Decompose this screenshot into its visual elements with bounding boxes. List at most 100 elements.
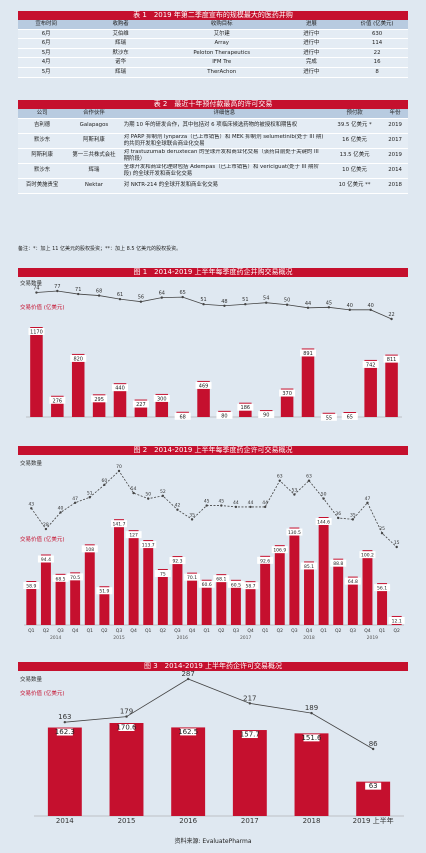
- count-value-label: 217: [243, 694, 256, 702]
- table-row: 6月 辉瑞 Array 进行中 114: [18, 38, 408, 49]
- bar-label-box: [140, 541, 157, 549]
- count-value-label: 28: [43, 522, 49, 528]
- value-bar: [333, 558, 344, 625]
- table2-header-cell: 详细信息: [121, 109, 327, 119]
- x-tick-label: Q3: [116, 628, 123, 634]
- table-cell: 16 亿美元: [326, 133, 383, 149]
- x-tick-label: Q3: [291, 628, 298, 634]
- count-value-label: 40: [367, 303, 373, 309]
- table-row: 6月 艾伯维 艾尔建 进行中 630: [18, 29, 408, 40]
- count-point: [307, 479, 311, 482]
- count-value-label: 45: [204, 499, 210, 505]
- bar-value-label: 51.9: [99, 589, 109, 595]
- x-tick-label: Q4: [247, 628, 254, 634]
- table2-header-cell: 年份: [382, 109, 408, 119]
- bar-value-label: 144.6: [317, 520, 330, 526]
- bar-value-label: 68: [179, 414, 185, 420]
- count-point: [73, 501, 77, 504]
- table2-title: 表 2 最近十年预付款最高的许可交易: [18, 100, 408, 109]
- x-tick-label: 2014: [56, 817, 74, 825]
- table-cell: 对 PARP 抑制剂 lynparza（已上市销售）和 MEK 抑制剂 selu…: [121, 133, 327, 149]
- bar-value-label: 56.1: [377, 586, 387, 592]
- year-label: 2019: [367, 635, 379, 641]
- value-bar: [172, 556, 183, 625]
- count-point: [327, 306, 331, 309]
- count-value-label: 44: [248, 500, 254, 506]
- count-point: [63, 720, 67, 724]
- bar-label-box: [125, 531, 142, 539]
- x-tick-label: Q1: [320, 628, 327, 634]
- bar-label-box: [374, 584, 391, 592]
- count-point: [132, 491, 135, 495]
- table-cell: 默沙东: [18, 133, 67, 149]
- count-value-label: 43: [28, 501, 34, 507]
- table-row: 阿斯利康 第一三共株式会社对 trastuzumab deruxtecan 的全球…: [18, 148, 408, 164]
- table1-header-cell: 收购目标: [166, 20, 277, 30]
- x-tick-label: 2016: [179, 817, 197, 825]
- table-cell: 6月: [18, 38, 75, 49]
- table1-header-cell: 宣布时间: [18, 20, 75, 30]
- value-bar: [26, 581, 37, 625]
- count-value-label: 163: [58, 713, 71, 721]
- table-row: 百时美施贵宝 Nektar 对 NKTR-214 的全球开发和商业化交易 10 亿美元…: [18, 178, 408, 194]
- bar-value-label: 64.8: [348, 579, 358, 585]
- bar-value-label: 227: [136, 402, 146, 408]
- bar-label-box: [111, 520, 127, 528]
- bar-value-label: 90: [263, 413, 269, 419]
- table-cell: 默沙东: [74, 48, 167, 59]
- bar-value-label: 113.7: [142, 543, 155, 549]
- table-cell: Array: [166, 38, 277, 49]
- bar-label-box: [303, 734, 320, 742]
- count-value-label: 60: [102, 478, 108, 484]
- bar-value-label: 12.1: [392, 618, 402, 624]
- table-cell: 2019: [382, 148, 408, 164]
- table-cell: 对 NKTR-214 的全球开发和商业化交易: [121, 178, 327, 194]
- count-point: [249, 505, 252, 509]
- count-value-label: 70: [116, 464, 122, 470]
- x-tick-label: Q1: [28, 628, 35, 634]
- table-cell: Nektar: [66, 178, 122, 194]
- value-bar: [47, 727, 82, 816]
- year-label: 2018: [303, 635, 315, 641]
- count-value-label: 53: [292, 487, 298, 493]
- count-axis-label: 交易数量: [20, 675, 43, 683]
- bar-value-label: 60.6: [202, 582, 212, 588]
- x-tick-label: Q1: [379, 628, 386, 634]
- count-value-label: 56: [138, 295, 144, 301]
- bar-label-box: [195, 381, 212, 389]
- table-cell: 进行中: [276, 67, 347, 78]
- count-point: [56, 289, 59, 293]
- count-value-label: 36: [335, 511, 341, 517]
- count-value-label: 45: [218, 499, 224, 505]
- value-bar: [157, 568, 168, 625]
- bar-label-box: [174, 412, 191, 420]
- x-tick-label: Q2: [218, 628, 225, 634]
- count-value-label: 51: [87, 490, 93, 496]
- count-point: [285, 303, 289, 306]
- table2: 公司 合作伙伴 详细信息 预付款 年份 吉利德 Galapagos 为期 10 年的研发合作，…: [18, 109, 408, 194]
- count-point: [103, 483, 106, 487]
- bar-value-label: 162.5: [178, 728, 198, 736]
- count-point: [97, 294, 101, 297]
- bar-value-label: 63: [369, 782, 378, 790]
- source-note: 资料来源: EvaluatePharma: [174, 838, 252, 845]
- bar-label-box: [359, 551, 376, 559]
- count-value-label: 51: [200, 297, 206, 303]
- count-value-label: 63: [277, 474, 283, 480]
- bar-value-label: 186: [241, 405, 251, 411]
- count-point: [125, 715, 128, 718]
- table-cell: 完成: [276, 57, 347, 68]
- bar-label-box: [184, 573, 201, 581]
- count-value-label: 44: [233, 500, 239, 506]
- x-tick-label: Q2: [43, 628, 50, 634]
- bar-value-label: 469: [199, 383, 209, 389]
- figure1-title: 图 1 2014-2019 上半年每季度药企并购交易概况: [18, 268, 408, 277]
- count-value-label: 50: [284, 298, 290, 304]
- count-point: [306, 306, 310, 309]
- count-value-label: 50: [145, 492, 151, 498]
- bar-label-box: [330, 559, 347, 567]
- table-cell: 10 亿美元 **: [326, 178, 383, 194]
- count-value-label: 74: [33, 286, 39, 292]
- table-cell: 630: [346, 29, 408, 40]
